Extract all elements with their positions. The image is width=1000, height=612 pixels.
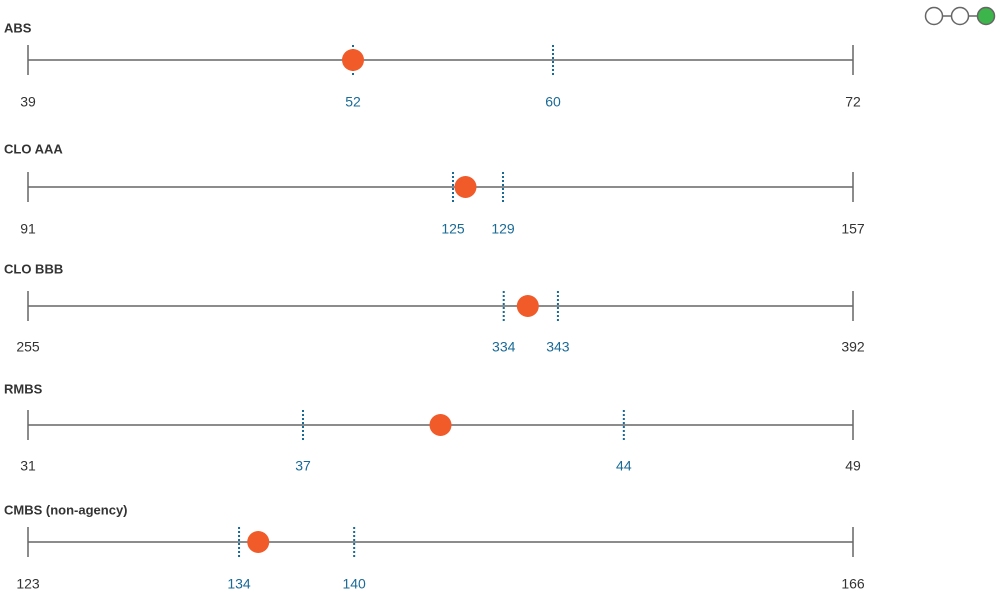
end-label: 91 bbox=[20, 221, 36, 237]
end-label: 49 bbox=[845, 458, 861, 474]
marker-label: 37 bbox=[295, 458, 311, 474]
step[interactable] bbox=[924, 6, 944, 26]
current-dot bbox=[342, 49, 364, 71]
marker-label: 334 bbox=[492, 339, 516, 355]
marker-label: 52 bbox=[345, 94, 361, 110]
marker-label: 140 bbox=[342, 576, 366, 592]
marker-label: 129 bbox=[491, 221, 515, 237]
row-title: RMBS bbox=[4, 381, 43, 396]
marker-label: 44 bbox=[616, 458, 632, 474]
marker-label: 343 bbox=[546, 339, 570, 355]
step-active[interactable] bbox=[976, 6, 996, 26]
end-label: 255 bbox=[16, 339, 40, 355]
end-label: 166 bbox=[841, 576, 865, 592]
current-dot bbox=[429, 414, 452, 436]
marker-label: 134 bbox=[227, 576, 251, 592]
stepper bbox=[924, 6, 996, 26]
end-label: 72 bbox=[845, 94, 861, 110]
end-label: 123 bbox=[16, 576, 40, 592]
current-dot bbox=[516, 295, 539, 317]
row-title: ABS bbox=[4, 20, 32, 35]
step[interactable] bbox=[950, 6, 970, 26]
marker-label: 125 bbox=[441, 221, 465, 237]
row-title: CLO BBB bbox=[4, 261, 63, 276]
current-dot bbox=[247, 531, 270, 553]
end-label: 31 bbox=[20, 458, 36, 474]
row-title: CLO AAA bbox=[4, 141, 63, 156]
current-dot bbox=[454, 176, 477, 198]
end-label: 157 bbox=[841, 221, 865, 237]
end-label: 39 bbox=[20, 94, 36, 110]
row-title: CMBS (non-agency) bbox=[4, 502, 128, 517]
marker-label: 60 bbox=[545, 94, 561, 110]
end-label: 392 bbox=[841, 339, 865, 355]
